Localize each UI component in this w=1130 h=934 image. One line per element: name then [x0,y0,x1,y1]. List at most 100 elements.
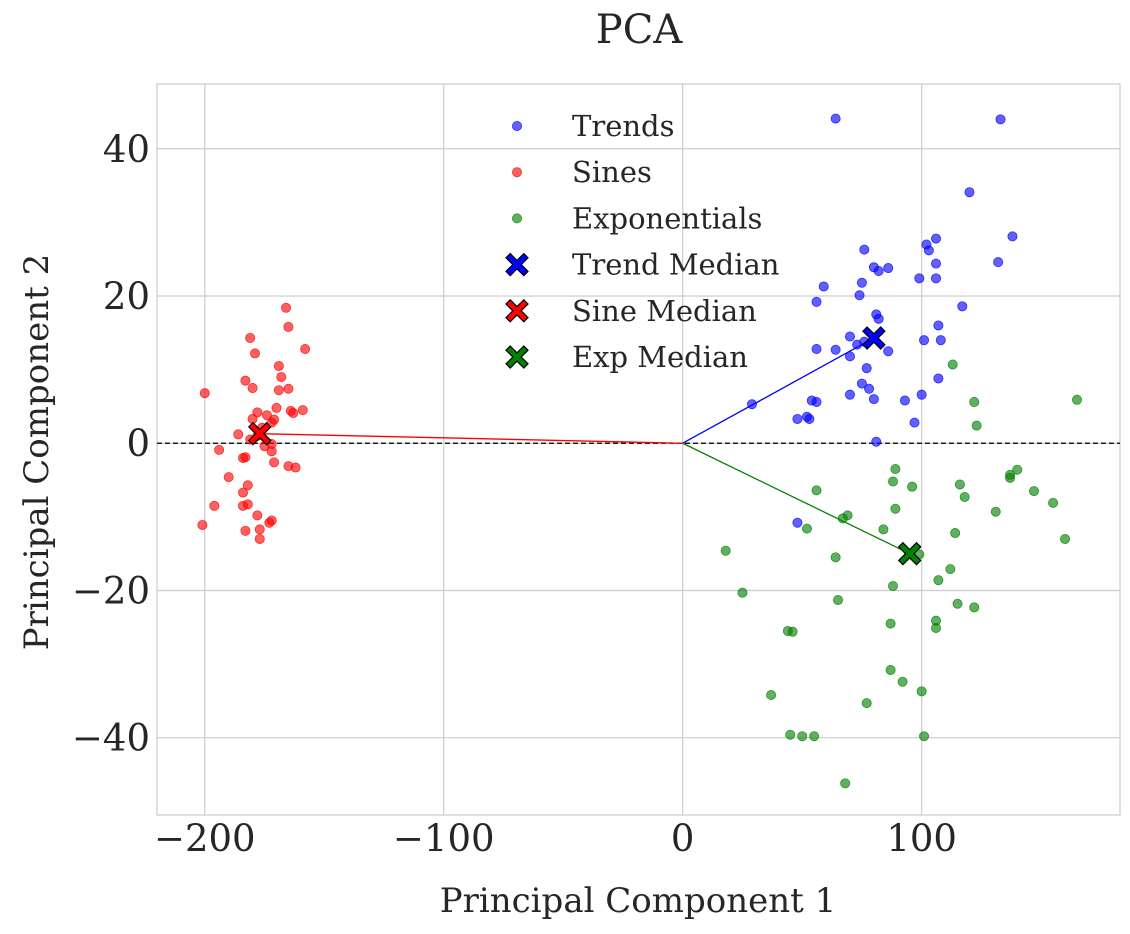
legend-marker-exponentials [512,213,523,224]
exponentials-point [931,623,942,634]
trends-point [933,373,944,384]
exponentials-point [885,664,896,675]
sines-point [214,444,225,455]
exponentials-point [809,731,820,742]
exponentials-point [907,481,918,492]
exponentials-point [861,698,872,709]
legend-marker-sines [512,167,523,178]
sines-point [290,462,301,473]
exponentials-point [785,729,796,740]
trends-point [844,331,855,342]
sines-point [276,371,287,382]
exponentials-point [969,602,980,613]
trends-point [931,273,942,284]
x-tick-label: 0 [671,817,695,860]
sines-point [273,360,284,371]
legend: Trends Sines Exponentials Trend Median Sine … [505,109,780,374]
trends-point [747,399,758,410]
exponentials-point [919,731,930,742]
y-tick-label: 20 [103,275,150,318]
sines-point [242,480,253,491]
x-tick-label: −100 [393,817,495,860]
exponentials-point [787,626,798,637]
plot-frame [156,83,1121,816]
median-vector-line [682,442,911,555]
exponentials-point [840,778,851,789]
sines-point [269,457,280,468]
trends-point [931,258,942,269]
legend-label-sines: Sines [572,155,652,189]
sines-point [261,410,272,421]
exponentials-point [947,359,958,370]
trends-point [830,113,841,124]
trends-point [923,245,934,256]
chart-title: PCA [596,7,684,53]
sines-point [252,510,263,521]
exponentials-point [950,528,961,539]
sines-point [283,383,294,394]
trends-point [957,301,968,312]
sines-point [254,533,265,544]
exponentials-point [890,503,901,514]
sines-point [247,413,258,424]
exponentials-point [952,598,963,609]
trends-point [861,363,872,374]
y-axis-label: Principal Component 2 [17,254,57,651]
y-tick-label: 40 [103,128,150,171]
sines-point [223,472,234,483]
trends-point [852,339,863,350]
exponentials-point [969,397,980,408]
trends-point [856,378,867,389]
sines-point [240,452,251,463]
trends-point [931,233,942,244]
sines-point [264,517,275,528]
trend-median-marker [862,326,886,350]
median-vector-line [259,433,683,444]
sine-median-marker [247,421,272,446]
exponentials-point [971,420,982,431]
trends-point [993,257,1004,268]
reference-lines [157,337,1120,555]
sines-point [240,525,251,536]
trends-point [859,244,870,255]
y-tick-label: −20 [72,569,150,612]
exponentials-point [945,564,956,575]
sines-point [288,408,299,419]
legend-label-exp-median: Exp Median [572,340,748,374]
sines-point [238,487,249,498]
exponentials-point [1012,464,1023,475]
trends-point [854,290,865,301]
legend-marker-trends [512,121,523,132]
grid-lines [156,83,1121,816]
sines-point [245,332,256,343]
trends-point [1007,231,1018,242]
sines-point [199,388,210,399]
legend-label-sine-median: Sine Median [572,294,757,328]
y-tick-label: −40 [72,717,150,760]
median-vector-line [682,337,875,444]
legend-label-exponentials: Exponentials [572,201,762,235]
exponentials-point [890,464,901,475]
trends-point [818,281,829,292]
x-tick-label: −200 [154,817,256,860]
trends-point [873,313,884,324]
exponentials-point [897,676,908,687]
legend-label-trend-median: Trend Median [572,248,780,282]
sines-point [281,302,292,313]
exponentials-point [720,545,731,556]
sines-point [273,385,284,396]
trends-point [883,346,894,357]
legend-marker-exp-median [505,345,529,369]
exponentials-point [830,552,841,563]
exponentials-point [916,686,927,697]
exponentials-point [801,523,812,534]
trends-point [873,265,884,276]
sines-point [283,321,294,332]
exponentials-point [766,690,777,701]
exponentials-point [1060,533,1071,544]
exponentials-point [885,618,896,629]
legend-label-trends: Trends [572,109,675,143]
